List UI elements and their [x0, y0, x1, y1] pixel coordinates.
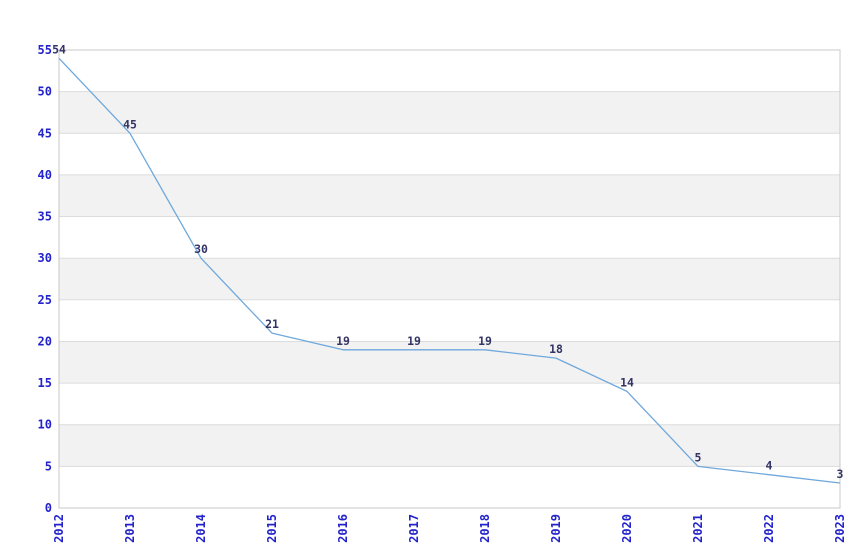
- x-tick-label: 2023: [833, 514, 847, 543]
- x-tick-label: 2014: [194, 514, 208, 543]
- data-point-label: 19: [478, 334, 492, 348]
- data-point-label: 19: [336, 334, 350, 348]
- y-tick-label: 35: [38, 210, 52, 224]
- data-point-label: 4: [766, 459, 773, 473]
- band: [59, 341, 840, 384]
- x-tick-label: 2018: [478, 514, 492, 543]
- data-point-label: 30: [194, 242, 208, 256]
- data-point-label: 18: [549, 342, 563, 356]
- data-point-label: 5: [695, 450, 702, 464]
- y-tick-label: 0: [45, 501, 52, 515]
- data-point-label: 14: [620, 375, 634, 389]
- band: [59, 91, 840, 134]
- data-point-label: 3: [837, 467, 844, 481]
- x-tick-label: 2013: [123, 514, 137, 543]
- y-tick-label: 20: [38, 335, 52, 349]
- data-point-label: 19: [407, 334, 421, 348]
- band: [59, 424, 840, 467]
- data-point-label: 54: [52, 42, 66, 56]
- band: [59, 174, 840, 217]
- x-tick-label: 2022: [762, 514, 776, 543]
- x-tick-label: 2017: [407, 514, 421, 543]
- y-tick-label: 55: [38, 43, 52, 57]
- data-point-label: 21: [265, 317, 279, 331]
- data-line: [58, 57, 841, 484]
- y-tick-label: 50: [38, 85, 52, 99]
- y-tick-label: 40: [38, 168, 52, 182]
- y-tick-label: 25: [38, 293, 52, 307]
- data-point-label: 45: [123, 117, 137, 131]
- y-tick-label: 5: [45, 459, 52, 473]
- x-tick-label: 2020: [620, 514, 634, 543]
- x-tick-label: 2021: [691, 514, 705, 543]
- y-tick-label: 10: [38, 418, 52, 432]
- x-tick-label: 2019: [549, 514, 563, 543]
- band: [59, 258, 840, 300]
- x-tick-label: 2015: [265, 514, 279, 543]
- y-tick-label: 15: [38, 376, 52, 390]
- plot-border: [58, 49, 841, 509]
- y-tick-label: 30: [38, 251, 52, 265]
- x-tick-label: 2016: [336, 514, 350, 543]
- x-tick-label: 2012: [52, 514, 66, 543]
- y-tick-label: 45: [38, 126, 52, 140]
